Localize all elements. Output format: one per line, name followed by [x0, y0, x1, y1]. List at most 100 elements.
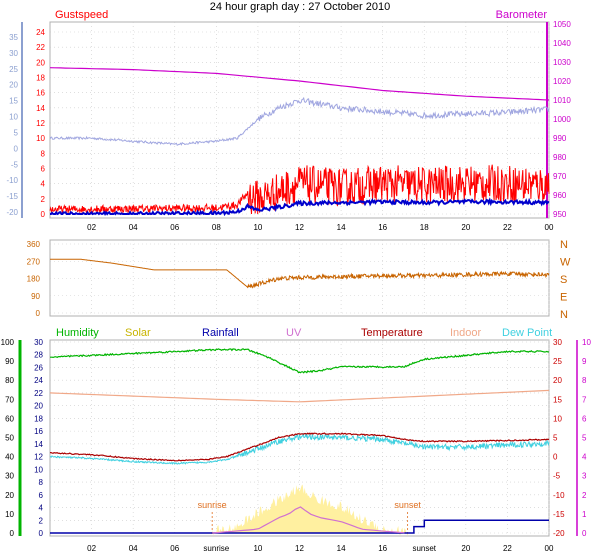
gust-tick-label: 6	[41, 165, 46, 174]
humidity-label: Humidity	[56, 327, 99, 339]
left-tick-label: 22	[34, 389, 43, 398]
wind-speed-line	[50, 197, 550, 217]
outer-tick-label: 25	[9, 65, 18, 74]
temperature-x-tick-label: sunset	[412, 544, 436, 553]
uv-tick-label: 6	[582, 414, 587, 423]
humidity-tick-label: 20	[5, 491, 14, 500]
uv-tick-label: 5	[582, 434, 587, 443]
temperature-label: Temperature	[361, 327, 423, 339]
uv-tick-label: 9	[582, 357, 587, 366]
direction-tick-label: 0	[36, 309, 41, 318]
gust-tick-label: 2	[41, 195, 46, 204]
gust-line	[49, 164, 550, 215]
uv-line	[212, 506, 405, 534]
dew-point-line	[49, 432, 550, 465]
gust-tick-label: 16	[36, 89, 45, 98]
temperature-tick-label: -10	[553, 491, 565, 500]
uv-tick-label: 2	[582, 491, 587, 500]
outer-tick-label: 20	[9, 81, 18, 90]
humidity-tick-label: 10	[5, 510, 14, 519]
compass-label: E	[560, 292, 567, 304]
direction-tick-label: 360	[27, 240, 41, 249]
left-tick-label: 16	[34, 427, 43, 436]
indoor-label: Indoor	[450, 327, 482, 339]
gust-tick-label: 0	[41, 210, 46, 219]
uv-tick-label: 4	[582, 453, 587, 462]
gust-tick-label: 10	[36, 134, 45, 143]
indoor-line	[49, 389, 550, 403]
left-tick-label: 18	[34, 414, 43, 423]
compass-label: S	[560, 274, 567, 286]
uv-tick-label: 7	[582, 395, 587, 404]
temperature-tick-label: 0	[553, 453, 558, 462]
uv-tick-label: 8	[582, 376, 587, 385]
wind-x-tick-label: 18	[420, 223, 429, 232]
gust-tick-label: 8	[41, 149, 46, 158]
wind-x-tick-label: 16	[378, 223, 387, 232]
temperature-tick-label: 5	[553, 434, 558, 443]
barometer-tick-label: 950	[553, 210, 567, 219]
humidity-tick-label: 30	[5, 472, 14, 481]
average-wind-line	[49, 96, 550, 146]
compass-label: W	[560, 257, 571, 269]
direction-tick-label: 270	[27, 257, 41, 266]
temperature-x-tick-label: 02	[87, 544, 96, 553]
sunrise-label: sunrise	[198, 500, 227, 510]
gustspeed-label: Gustspeed	[55, 9, 108, 21]
solar-area	[212, 484, 408, 537]
barometer-tick-label: 1000	[553, 115, 571, 124]
direction-tick-label: 90	[31, 292, 40, 301]
temperature-tick-label: 25	[553, 357, 562, 366]
barometer-tick-label: 960	[553, 191, 567, 200]
wind-x-tick-label: 04	[129, 223, 138, 232]
rainfall-label: Rainfall	[202, 327, 239, 339]
outer-tick-label: 30	[9, 49, 18, 58]
temperature-x-tick-label: 12	[295, 544, 304, 553]
outer-tick-label: 10	[9, 113, 18, 122]
uv-tick-label: 10	[582, 338, 591, 347]
outer-tick-label: -15	[6, 192, 18, 201]
dew-point-label: Dew Point	[502, 327, 552, 339]
wind-x-tick-label: 06	[170, 223, 179, 232]
humidity-tick-label: 60	[5, 414, 14, 423]
wind-x-tick-label: 12	[295, 223, 304, 232]
temperature-x-tick-label: 06	[170, 544, 179, 553]
outer-tick-label: -20	[6, 208, 18, 217]
left-tick-label: 26	[34, 363, 43, 372]
temperature-x-tick-label: 10	[253, 544, 262, 553]
outer-tick-label: 0	[14, 144, 19, 153]
gust-tick-label: 14	[36, 104, 45, 113]
temperature-tick-label: -15	[553, 510, 565, 519]
wind-x-tick-label: 22	[503, 223, 512, 232]
humidity-tick-label: 90	[5, 357, 14, 366]
humidity-tick-label: 50	[5, 434, 14, 443]
uv-tick-label: 3	[582, 472, 587, 481]
left-tick-label: 24	[34, 376, 43, 385]
temperature-x-tick-label: 22	[503, 544, 512, 553]
gust-tick-label: 20	[36, 58, 45, 67]
outer-tick-label: -5	[11, 160, 19, 169]
left-tick-label: 2	[39, 516, 44, 525]
temperature-x-tick-label: 20	[461, 544, 470, 553]
humidity-tick-label: 0	[10, 529, 15, 538]
left-tick-label: 14	[34, 440, 43, 449]
barometer-tick-label: 1040	[553, 39, 571, 48]
left-tick-label: 0	[39, 529, 44, 538]
wind-x-tick-label: 10	[253, 223, 262, 232]
direction-tick-label: 180	[27, 275, 41, 284]
solar-label: Solar	[125, 327, 151, 339]
chart-title: 24 hour graph day : 27 October 2010	[210, 1, 390, 13]
barometer-line	[49, 67, 550, 101]
humidity-tick-label: 100	[1, 338, 15, 347]
uv-label: UV	[286, 327, 302, 339]
temperature-x-tick-label: 16	[378, 544, 387, 553]
gust-tick-label: 24	[36, 28, 45, 37]
gust-tick-label: 22	[36, 43, 45, 52]
temperature-x-tick-label: 00	[545, 544, 554, 553]
temperature-tick-label: -5	[553, 472, 561, 481]
outer-tick-label: 15	[9, 97, 18, 106]
left-tick-label: 12	[34, 453, 43, 462]
outer-tick-label: -10	[6, 176, 18, 185]
temperature-x-tick-label: 14	[337, 544, 346, 553]
